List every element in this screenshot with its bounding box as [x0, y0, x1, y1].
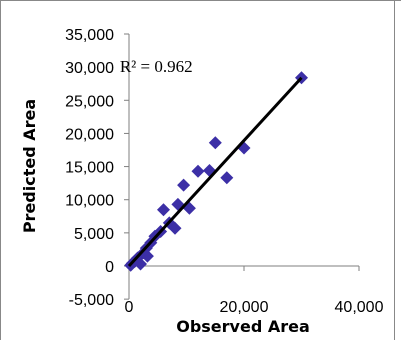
y-tick-label: -5,000 [69, 292, 114, 309]
y-tick-label: 35,000 [65, 27, 114, 44]
data-point [191, 164, 205, 178]
y-tick-label: 25,000 [65, 93, 114, 110]
data-point [177, 178, 191, 192]
data-point [140, 249, 154, 263]
y-axis-title: Predicted Area [20, 99, 39, 233]
y-axis-ticks: -5,000 0 5,000 10,000 15,000 20,000 25,000 30,0… [65, 27, 129, 309]
data-point [220, 171, 234, 185]
y-tick-label: 0 [105, 259, 114, 276]
y-tick-label: 5,000 [74, 226, 114, 243]
data-point [208, 136, 222, 150]
y-tick-label: 20,000 [65, 126, 114, 143]
x-tick-label: 40,000 [335, 299, 384, 316]
data-point [134, 257, 147, 271]
y-tick-label: 15,000 [65, 160, 114, 177]
x-tick-label: 0 [125, 299, 134, 316]
y-tick-label: 10,000 [65, 193, 114, 210]
x-axis-ticks: 0 20,000 40,000 [125, 266, 384, 316]
trendline [127, 76, 303, 268]
y-tick-label: 30,000 [65, 60, 114, 77]
data-point [168, 221, 182, 235]
x-tick-label: 20,000 [220, 299, 269, 316]
x-axis-title: Observed Area [176, 317, 310, 336]
r-squared-annotation: R² = 0.962 [120, 57, 193, 76]
data-point [157, 203, 170, 217]
